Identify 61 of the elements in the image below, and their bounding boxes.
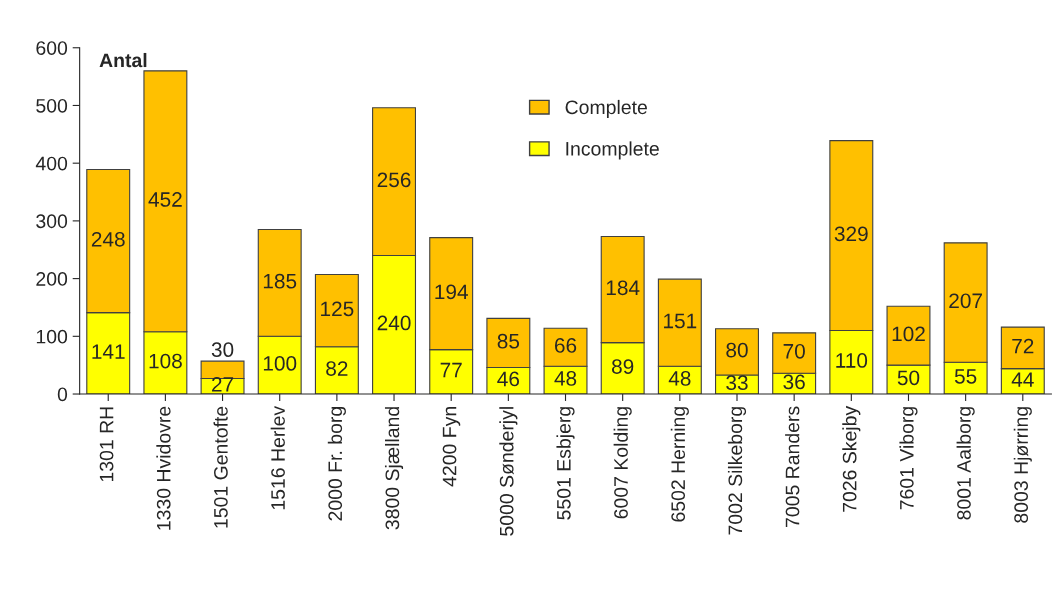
data-label: 256 [377, 172, 411, 188]
data-label: 184 [606, 280, 640, 296]
y-tick-label: 200 [36, 272, 68, 286]
data-label: 33 [726, 375, 748, 391]
data-label: 329 [834, 226, 868, 242]
data-label: 125 [321, 301, 354, 317]
y-tick-label: 500 [36, 98, 68, 113]
x-tick-label: 7026 Skejby [842, 405, 861, 512]
x-tick-label: 2000 Fr. borg [327, 407, 346, 521]
data-label: 82 [326, 361, 348, 376]
data-label: 452 [148, 192, 182, 207]
x-tick-label: 6007 Kolding [613, 407, 632, 519]
x-tick-label: 7601 Viborg [899, 407, 918, 510]
data-label: 110 [836, 353, 868, 368]
data-label: 66 [554, 338, 577, 353]
y-tick-label: 600 [36, 41, 68, 55]
x-tick-label: 6502 Herning [670, 407, 689, 522]
data-label: 48 [554, 371, 577, 386]
data-label: 207 [949, 293, 982, 309]
data-label: 77 [440, 362, 462, 378]
data-label: 48 [668, 371, 691, 386]
data-label: 185 [263, 273, 297, 289]
data-label: 70 [783, 343, 805, 359]
x-tick-label: 3800 Sjælland [384, 407, 404, 530]
data-label: 240 [377, 315, 411, 331]
x-tick-label: 7005 Randers [785, 406, 800, 527]
y-tick-label: 0 [57, 387, 68, 402]
x-tick-label: 8003 Hjørring [1013, 407, 1032, 523]
data-label: 72 [1012, 338, 1034, 354]
x-tick-label: 1501 Gentofte [213, 406, 228, 528]
data-label: 151 [664, 313, 697, 329]
x-tick-label: 4200 Fyn [442, 407, 461, 487]
x-tick-label: 5501 Esbjerg [556, 407, 575, 520]
data-label: 44 [1011, 372, 1034, 387]
y-tick-label: 400 [35, 156, 68, 171]
data-label: 85 [497, 333, 520, 349]
data-label: 36 [783, 374, 805, 390]
data-label: 141 [92, 344, 125, 359]
chart-title: Antal [99, 52, 147, 68]
legend-label: Incomplete [566, 141, 659, 160]
x-tick-label: 1516 Herlev [270, 405, 285, 510]
data-label: 27 [212, 377, 234, 392]
data-label: 100 [263, 356, 297, 371]
data-label: 80 [726, 342, 748, 358]
data-label: 46 [497, 371, 520, 387]
data-label: 194 [435, 284, 468, 300]
data-label: 50 [897, 370, 920, 386]
data-label: 108 [149, 353, 182, 369]
y-tick-label: 300 [36, 214, 68, 229]
data-label: 55 [954, 369, 977, 384]
x-tick-label: 1330 Hvidovre [156, 406, 171, 530]
x-tick-label: 7002 Silkeborg [727, 407, 747, 535]
data-label: 102 [892, 326, 925, 342]
y-tick-label: 100 [36, 329, 68, 344]
x-tick-label: 1301 RH [99, 407, 114, 482]
data-label: 89 [612, 359, 634, 374]
x-tick-label: 5000 Sønderjyl [499, 407, 518, 536]
data-label: 248 [91, 231, 125, 247]
data-label: 30 [211, 342, 234, 358]
legend-label: Complete [565, 99, 647, 119]
x-tick-label: 8001 Aalborg [956, 407, 975, 520]
